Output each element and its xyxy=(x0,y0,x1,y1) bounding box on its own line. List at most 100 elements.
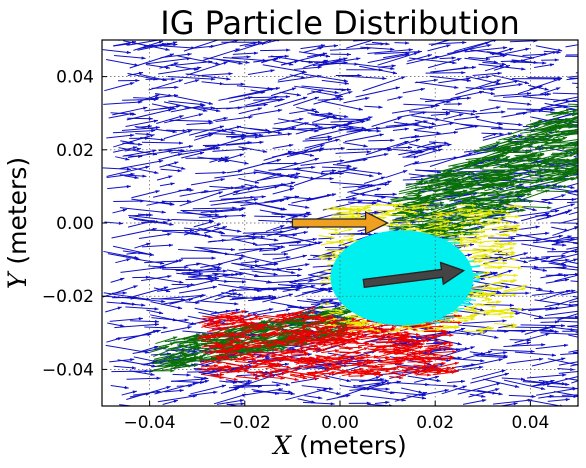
vector-head xyxy=(150,372,155,376)
vector-head xyxy=(444,141,449,145)
vector-head xyxy=(582,236,586,239)
vector-head xyxy=(562,243,567,247)
vector-shaft xyxy=(223,57,267,62)
vector-head xyxy=(544,92,549,97)
vector-head xyxy=(320,44,326,48)
vector-shaft xyxy=(247,69,275,75)
vector-head xyxy=(134,175,139,180)
vector-head xyxy=(563,343,569,348)
vector-shaft xyxy=(540,194,566,203)
vector-shaft xyxy=(306,298,342,306)
vector-head xyxy=(380,176,386,180)
vector-shaft xyxy=(225,141,264,146)
vector-shaft xyxy=(280,234,319,245)
vector-head xyxy=(281,215,286,219)
vector-shaft xyxy=(336,158,368,165)
vector-shaft xyxy=(470,49,505,56)
vector-head xyxy=(168,175,173,179)
vector-shaft xyxy=(158,294,206,300)
vector-shaft xyxy=(264,195,300,203)
vector-shaft xyxy=(106,295,135,299)
vector-shaft xyxy=(535,45,563,52)
vector-head xyxy=(336,96,341,100)
vector-shaft xyxy=(263,151,293,161)
vector-head xyxy=(263,103,268,107)
vector-head xyxy=(158,159,164,163)
vector-head xyxy=(549,289,554,294)
vector-shaft xyxy=(112,130,156,134)
vector-head xyxy=(145,165,150,169)
vector-head xyxy=(253,197,259,202)
vector-head xyxy=(363,144,368,148)
vector-shaft xyxy=(448,160,473,167)
vector-head xyxy=(346,166,351,170)
vector-head xyxy=(267,86,272,91)
vector-shaft xyxy=(557,320,578,323)
vector-shaft xyxy=(188,391,218,397)
vector-shaft xyxy=(113,200,145,202)
vector-head xyxy=(261,42,266,46)
vector-head xyxy=(218,191,223,195)
vector-shaft xyxy=(420,348,448,354)
vector-head xyxy=(542,268,547,272)
vector-shaft xyxy=(300,159,345,166)
vector-shaft xyxy=(117,359,157,368)
vector-head xyxy=(303,214,308,218)
vector-shaft xyxy=(253,274,302,278)
vector-head xyxy=(551,325,556,329)
vector-head xyxy=(329,387,334,391)
vector-head xyxy=(472,109,477,113)
vector-head xyxy=(334,304,339,308)
vector-shaft xyxy=(280,53,324,66)
vector-head xyxy=(501,216,506,220)
vector-head xyxy=(154,322,159,327)
vector-head xyxy=(501,110,506,114)
vector-head xyxy=(180,148,185,153)
vector-head xyxy=(291,87,297,91)
vector-shaft xyxy=(113,146,138,153)
vector-shaft xyxy=(535,344,569,350)
vector-head xyxy=(285,382,291,387)
vector-head xyxy=(297,285,302,289)
vector-shaft xyxy=(365,140,409,156)
vector-shaft xyxy=(154,382,198,395)
vector-head xyxy=(510,236,515,240)
vector-head xyxy=(335,138,340,142)
vector-head xyxy=(418,390,423,394)
vector-head xyxy=(302,254,307,258)
vector-shaft xyxy=(544,310,578,317)
vector-shaft xyxy=(316,388,341,395)
vector-shaft xyxy=(285,211,311,221)
vector-head xyxy=(582,160,586,163)
vector-shaft xyxy=(106,173,135,178)
vector-head xyxy=(498,392,503,396)
vector-head xyxy=(166,42,171,46)
vector-shaft xyxy=(520,324,566,327)
vector-head xyxy=(580,131,584,134)
vector-head xyxy=(187,325,192,330)
vector-shaft xyxy=(171,218,214,222)
vector-shaft xyxy=(476,355,508,358)
vector-head xyxy=(325,54,331,58)
vector-head xyxy=(557,48,563,52)
vector-shaft xyxy=(163,45,196,49)
vector-head xyxy=(403,170,408,174)
vector-head xyxy=(214,273,219,277)
vector-head xyxy=(311,400,316,404)
vector-head xyxy=(262,58,267,62)
vector-shaft xyxy=(542,376,578,386)
vector-shaft xyxy=(541,259,570,263)
vector-head xyxy=(304,149,309,153)
vector-shaft xyxy=(438,77,471,84)
vector-shaft xyxy=(341,75,387,80)
vector-shaft xyxy=(409,209,453,220)
vector-head xyxy=(392,71,397,75)
vector-head xyxy=(178,79,183,83)
vector-shaft xyxy=(453,40,498,52)
vector-head xyxy=(149,252,154,256)
vector-shaft xyxy=(414,129,441,134)
vector-shaft xyxy=(186,122,214,125)
vector-shaft xyxy=(450,90,485,100)
vector-head xyxy=(235,48,240,52)
vector-shaft xyxy=(111,228,157,239)
